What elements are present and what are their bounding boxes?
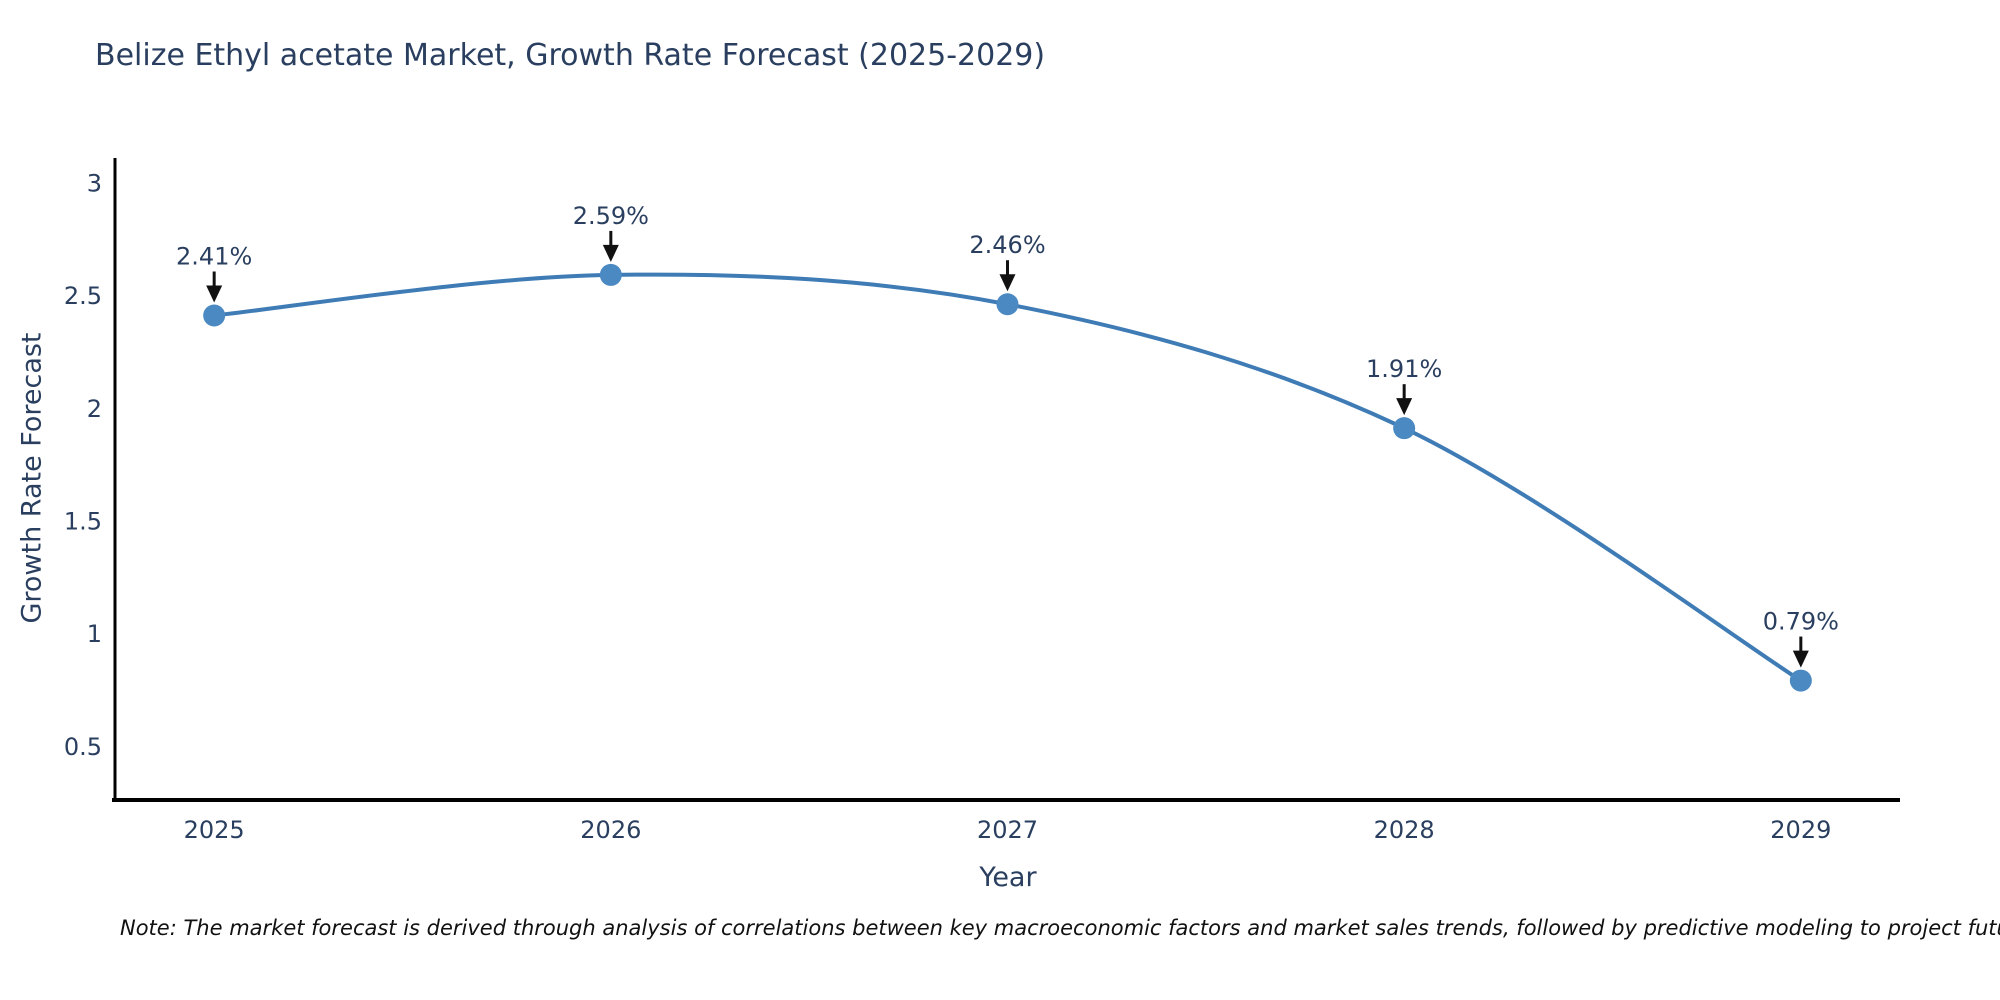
annotation-arrow-head	[206, 285, 223, 303]
y-tick-label: 0.5	[64, 733, 102, 761]
x-tick-label: 2029	[1770, 816, 1831, 844]
data-point-2027[interactable]	[996, 293, 1019, 316]
x-tick-label: 2027	[977, 816, 1038, 844]
y-tick-label: 2	[87, 395, 102, 423]
annotation-arrow-head	[602, 244, 619, 262]
y-tick-label: 2.5	[64, 282, 102, 310]
y-tick-label: 1.5	[64, 508, 102, 536]
x-axis-title: Year	[979, 862, 1037, 893]
point-label: 2.59%	[573, 202, 649, 230]
x-tick-label: 2025	[184, 816, 245, 844]
data-point-2029[interactable]	[1789, 669, 1812, 692]
annotation-arrow-head	[1792, 650, 1809, 668]
y-tick-label: 3	[87, 170, 102, 198]
y-tick-label: 1	[87, 620, 102, 648]
point-label: 2.41%	[176, 242, 252, 270]
point-label: 1.91%	[1366, 355, 1442, 383]
data-point-2028[interactable]	[1393, 417, 1416, 440]
chart-title: Belize Ethyl acetate Market, Growth Rate…	[95, 38, 1046, 73]
footnote: Note: The market forecast is derived thr…	[120, 916, 2000, 940]
data-point-2026[interactable]	[599, 263, 622, 286]
x-tick-label: 2028	[1374, 816, 1435, 844]
data-point-2025[interactable]	[203, 304, 226, 327]
annotation-arrow-head	[1396, 398, 1413, 416]
x-tick-label: 2026	[580, 816, 641, 844]
point-label: 0.79%	[1763, 608, 1839, 636]
forecast-line	[212, 272, 1803, 683]
point-label: 2.46%	[969, 231, 1045, 259]
annotation-arrow-head	[999, 274, 1016, 292]
